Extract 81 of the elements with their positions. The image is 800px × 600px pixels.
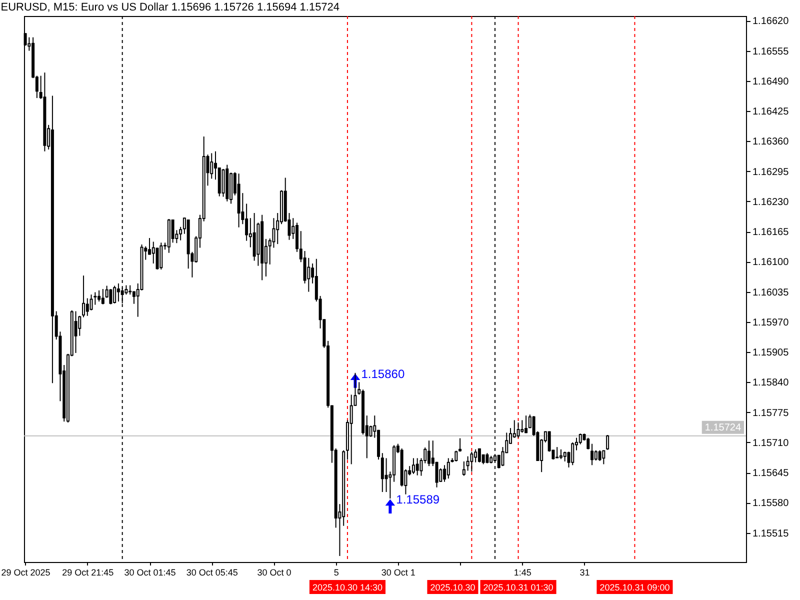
y-tick-label: 1.16620: [752, 16, 790, 28]
y-tick-label: 1.16425: [752, 106, 790, 118]
y-tick-label: 1.15970: [752, 317, 790, 328]
candlestick: [82, 275, 86, 318]
x-tick-label: 31: [580, 568, 590, 578]
candlestick: [446, 458, 450, 480]
y-tick-label: 1.15710: [752, 438, 790, 449]
candlestick: [466, 456, 470, 472]
x-tick-label: 29 Oct 21:45: [62, 568, 114, 578]
candlestick: [590, 443, 594, 466]
x-tick-label: 29 Oct 2025: [1, 568, 50, 578]
x-tick-label: 30 Oct 1: [381, 568, 416, 578]
x-tick-label: 1:45: [514, 568, 532, 578]
y-tick-label: 1.16035: [752, 287, 790, 298]
candlestick: [128, 284, 132, 296]
candlestick: [586, 437, 590, 450]
candlestick: [602, 450, 606, 465]
ref-line-label: 2025.10.30: [430, 582, 476, 592]
candlestick: [380, 452, 384, 493]
x-tick-label: 30 Oct 01:45: [124, 568, 176, 578]
y-tick-label: 1.16165: [752, 227, 790, 238]
annotation: 1.15860: [361, 366, 405, 381]
y-tick-label: 1.15515: [752, 528, 790, 540]
candlestick: [435, 461, 438, 488]
y-tick-label: 1.15775: [752, 408, 790, 419]
candlestick: [598, 450, 602, 462]
candlestick: [520, 420, 524, 434]
candlestick: [101, 288, 104, 305]
candlestick: [113, 285, 116, 304]
x-tick-label: 5: [334, 568, 339, 578]
candlestick: [350, 394, 353, 465]
ref-line-label: 2025.10.30 14:30: [312, 582, 383, 592]
x-tick-label: 30 Oct 05:45: [186, 568, 238, 578]
candlestick: [478, 448, 481, 463]
candlestick: [171, 218, 174, 244]
candlestick: [74, 310, 78, 354]
candlestick: [412, 458, 415, 474]
candlestick: [474, 448, 478, 463]
candlestick: [427, 440, 430, 467]
y-tick-label: 1.16230: [752, 196, 790, 208]
y-tick-label: 1.16555: [752, 46, 790, 58]
candlestick: [606, 434, 610, 450]
chart-title: EURUSD, M15: Euro vs US Dollar 1.15696 1.15726 1.15694 1.15724: [0, 2, 340, 14]
candlestick: [516, 422, 520, 438]
candlestick: [416, 458, 419, 476]
candlestick: [148, 238, 152, 256]
candlestick: [179, 226, 182, 241]
x-tick-label: 30 Oct 0: [257, 568, 292, 578]
candlestick: [462, 460, 466, 476]
candlestick: [524, 415, 528, 434]
candlestick: [98, 290, 101, 302]
ref-line-label: 2025.10.31 09:00: [600, 582, 670, 592]
candlestick: [109, 288, 112, 305]
candlestick: [222, 168, 225, 198]
candlestick: [132, 290, 136, 304]
ref-line-label: 1.15724: [704, 422, 742, 434]
candlestick: [307, 257, 310, 292]
candlestick: [571, 442, 574, 466]
y-tick-label: 1.15840: [752, 378, 790, 389]
candlestick: [443, 464, 446, 482]
candlestick: [86, 298, 89, 316]
candlestick: [90, 294, 93, 311]
annotation: 1.15589: [396, 492, 440, 506]
candlestick: [160, 242, 163, 270]
y-tick-label: 1.16295: [752, 166, 790, 178]
candlestick: [210, 152, 214, 180]
candlestick: [116, 282, 120, 302]
candlestick: [578, 433, 582, 445]
y-tick-label: 1.16360: [752, 136, 790, 148]
candlestick: [245, 203, 248, 242]
candlestick: [594, 450, 598, 461]
ref-line-label: 2025.10.31 01:30: [483, 582, 554, 592]
y-tick-label: 1.16100: [752, 257, 790, 268]
candlestick: [470, 451, 474, 472]
y-tick-label: 1.16490: [752, 76, 790, 88]
y-tick-label: 1.15580: [752, 498, 790, 510]
y-tick-label: 1.15645: [752, 468, 790, 480]
candlestick: [559, 448, 562, 460]
candlestick: [563, 451, 566, 462]
candlestick: [486, 452, 489, 464]
y-tick-label: 1.15905: [752, 348, 790, 359]
